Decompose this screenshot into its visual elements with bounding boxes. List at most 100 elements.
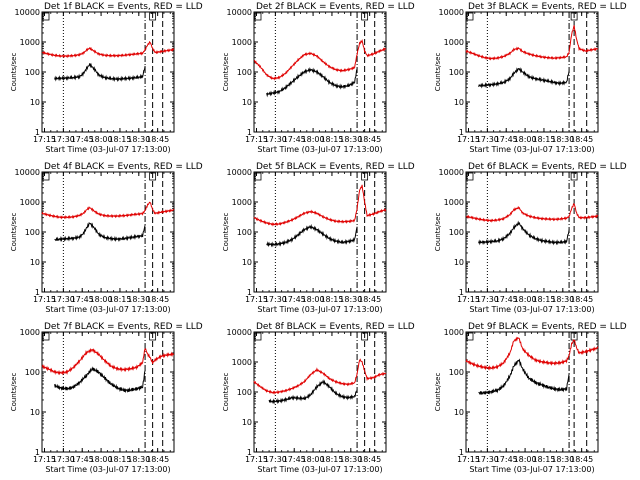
start-marker-box xyxy=(466,172,474,181)
x-tick-label: 17:45 xyxy=(71,295,94,304)
x-axis-label: Start Time (03-Jul-07 17:13:00) xyxy=(469,145,594,154)
start-marker-box xyxy=(42,172,50,181)
events-series-line xyxy=(266,67,358,98)
panel-title: Det 7f BLACK = Events, RED = LLD xyxy=(44,322,203,332)
x-tick-label: 17:45 xyxy=(71,135,94,144)
flare-marker-box xyxy=(570,172,578,181)
start-marker-box xyxy=(254,172,262,181)
lld-series-line xyxy=(465,203,599,223)
x-tick-label: 17:45 xyxy=(283,295,306,304)
y-tick-label: 100 xyxy=(449,68,464,77)
x-tick-label: 17:15 xyxy=(33,135,56,144)
plot-frame xyxy=(41,331,175,453)
panel-title: Det 3f BLACK = Events, RED = LLD xyxy=(468,2,627,12)
flare-marker-box xyxy=(361,12,369,21)
x-tick-label: 18:30 xyxy=(551,455,574,464)
x-tick-label: 17:45 xyxy=(283,135,306,144)
x-tick-label: 18:30 xyxy=(551,135,574,144)
x-tick-label: 18:45 xyxy=(358,135,381,144)
panel-title: Det 9f BLACK = Events, RED = LLD xyxy=(468,322,627,332)
y-tick-label: 10000 xyxy=(227,328,252,337)
x-tick-label: 17:15 xyxy=(33,455,56,464)
x-tick-label: 17:30 xyxy=(52,455,75,464)
flare-marker-box xyxy=(149,172,157,181)
panel-2: Det 2f BLACK = Events, RED = LLD 1 10 100 10… xyxy=(222,2,415,154)
x-tick-label: 18:30 xyxy=(127,135,150,144)
x-tick-label: 17:45 xyxy=(495,295,518,304)
y-tick-label: 100 xyxy=(449,228,464,237)
y-tick-label: 1000 xyxy=(232,358,252,367)
y-tick-label: 1 xyxy=(35,448,40,457)
y-tick-label: 10000 xyxy=(15,168,40,177)
x-axis-label: Start Time (03-Jul-07 17:13:00) xyxy=(257,305,382,314)
plot-frame xyxy=(465,11,599,133)
x-tick-label: 18:00 xyxy=(90,135,113,144)
y-tick-label: 10000 xyxy=(227,168,252,177)
y-tick-label: 1000 xyxy=(20,198,40,207)
x-tick-label: 18:30 xyxy=(551,295,574,304)
x-tick-label: 18:45 xyxy=(570,295,593,304)
y-tick-label: 1 xyxy=(459,448,464,457)
y-tick-label: 1 xyxy=(459,288,464,297)
plot-frame xyxy=(41,11,175,133)
flare-marker-box xyxy=(361,172,369,181)
x-tick-label: 17:30 xyxy=(52,135,75,144)
x-tick-label: 17:30 xyxy=(264,135,287,144)
lld-series-line xyxy=(253,358,387,395)
x-axis-label: Start Time (03-Jul-07 17:13:00) xyxy=(257,465,382,474)
start-marker-box xyxy=(42,332,50,341)
x-tick-label: 18:45 xyxy=(358,295,381,304)
lld-series-line xyxy=(253,39,387,81)
panel-6: Det 6f BLACK = Events, RED = LLD 1 10 100 10… xyxy=(434,162,627,314)
start-marker-box xyxy=(466,12,474,21)
panel-8: Det 8f BLACK = Events, RED = LLD 1 10 100 10… xyxy=(222,322,415,474)
x-tick-label: 18:00 xyxy=(514,295,537,304)
panel-title: Det 8f BLACK = Events, RED = LLD xyxy=(256,322,415,332)
x-tick-label: 17:45 xyxy=(495,135,518,144)
panel-title: Det 1f BLACK = Events, RED = LLD xyxy=(44,2,203,12)
x-tick-label: 18:15 xyxy=(532,295,555,304)
x-axis-label: Start Time (03-Jul-07 17:13:00) xyxy=(45,465,170,474)
panel-1: Det 1f BLACK = Events, RED = LLD 1 10 100 10… xyxy=(10,2,203,154)
x-tick-label: 17:45 xyxy=(495,455,518,464)
events-series-line xyxy=(478,358,570,396)
flare-marker-box xyxy=(149,12,157,21)
x-tick-label: 18:00 xyxy=(302,455,325,464)
x-tick-label: 18:30 xyxy=(127,295,150,304)
x-tick-label: 17:15 xyxy=(245,135,268,144)
x-tick-label: 17:15 xyxy=(245,295,268,304)
panel-title: Det 2f BLACK = Events, RED = LLD xyxy=(256,2,415,12)
y-tick-label: 1 xyxy=(35,288,40,297)
events-series-line xyxy=(54,62,146,83)
y-tick-label: 1000 xyxy=(232,198,252,207)
lld-series-line xyxy=(41,201,175,220)
y-tick-label: 1 xyxy=(459,128,464,137)
x-tick-label: 17:30 xyxy=(476,455,499,464)
y-axis-label: Counts/sec xyxy=(222,373,230,412)
y-tick-label: 1 xyxy=(247,288,252,297)
y-axis-label: Counts/sec xyxy=(434,373,442,412)
events-series-line xyxy=(266,223,358,248)
x-axis-label: Start Time (03-Jul-07 17:13:00) xyxy=(257,145,382,154)
y-axis-label: Counts/sec xyxy=(10,53,18,92)
y-tick-label: 1000 xyxy=(444,38,464,47)
events-series-line xyxy=(478,67,570,89)
x-tick-label: 17:30 xyxy=(264,455,287,464)
panel-7: Det 7f BLACK = Events, RED = LLD 1 10 100 10… xyxy=(10,322,203,474)
x-tick-label: 18:45 xyxy=(146,295,169,304)
x-tick-label: 17:15 xyxy=(457,135,480,144)
x-tick-label: 18:00 xyxy=(90,455,113,464)
y-tick-label: 10000 xyxy=(227,8,252,17)
x-tick-label: 18:30 xyxy=(127,455,150,464)
y-tick-label: 10 xyxy=(30,408,40,417)
x-tick-label: 18:30 xyxy=(339,295,362,304)
panel-4: Det 4f BLACK = Events, RED = LLD 1 10 100 10… xyxy=(10,162,203,314)
x-tick-label: 18:45 xyxy=(570,455,593,464)
x-tick-label: 18:15 xyxy=(108,295,131,304)
events-series-line xyxy=(268,379,358,405)
y-tick-label: 10 xyxy=(242,418,252,427)
x-tick-label: 17:15 xyxy=(457,295,480,304)
panel-9: Det 9f BLACK = Events, RED = LLD 1 10 100 10… xyxy=(434,322,627,474)
y-tick-label: 10 xyxy=(454,408,464,417)
